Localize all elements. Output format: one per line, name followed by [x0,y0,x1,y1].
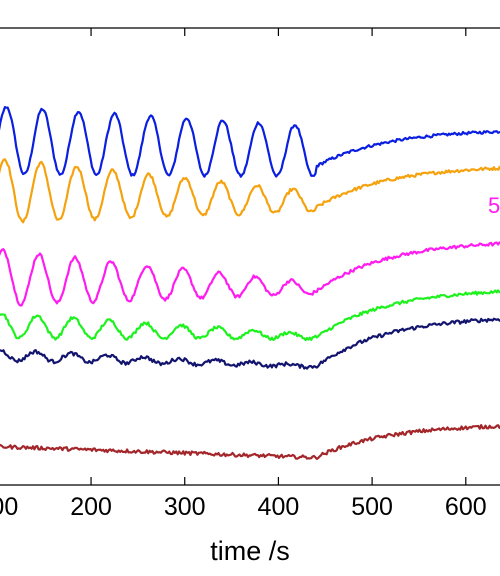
series-line-3 [0,241,500,307]
series-line-2 [0,158,500,224]
series-line-5 [0,317,500,370]
series-line-4 [0,289,500,342]
series-line-1 [0,105,500,178]
axes-layer [0,27,500,486]
x-tick-label: 600 [445,493,487,521]
annotation-fragment: 5 [488,193,500,218]
x-ticks: 100 200 300 400 500 600 [0,28,487,521]
x-tick-label: 400 [258,493,300,521]
x-tick-label: 200 [70,493,112,521]
series-layer [0,105,500,460]
x-tick-label: 300 [164,493,206,521]
x-tick-label: 500 [351,493,393,521]
x-axis-label: time /s [210,536,290,566]
series-line-6 [0,424,500,460]
x-tick-label: 100 [0,493,18,521]
